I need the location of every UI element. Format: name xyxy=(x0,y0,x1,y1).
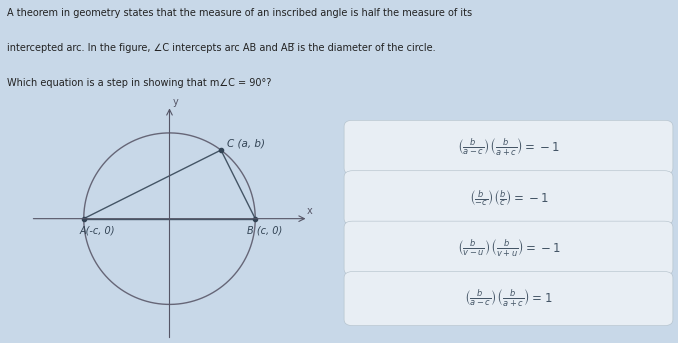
Text: C (a, b): C (a, b) xyxy=(227,139,265,149)
FancyBboxPatch shape xyxy=(344,272,673,326)
Text: intercepted arc. In the figure, ∠C intercepts arc AB and AB̅ is the diameter of : intercepted arc. In the figure, ∠C inter… xyxy=(7,43,435,53)
Text: x: x xyxy=(306,205,313,215)
FancyBboxPatch shape xyxy=(344,221,673,275)
Text: $\left(\frac{b}{a-c}\right)\left(\frac{b}{a+c}\right)=-1$: $\left(\frac{b}{a-c}\right)\left(\frac{b… xyxy=(457,137,560,158)
Text: A theorem in geometry states that the measure of an inscribed angle is half the : A theorem in geometry states that the me… xyxy=(7,8,472,18)
Text: B (c, 0): B (c, 0) xyxy=(247,225,282,235)
Text: y: y xyxy=(173,97,179,107)
Text: Which equation is a step in showing that m∠C = 90°?: Which equation is a step in showing that… xyxy=(7,78,271,88)
Text: $\left(\frac{b}{v-u}\right)\left(\frac{b}{v+u}\right)=-1$: $\left(\frac{b}{v-u}\right)\left(\frac{b… xyxy=(456,238,561,259)
Text: $\left(\frac{b}{a-c}\right)\left(\frac{b}{a+c}\right)=1$: $\left(\frac{b}{a-c}\right)\left(\frac{b… xyxy=(464,288,553,309)
FancyBboxPatch shape xyxy=(344,171,673,225)
Text: A(-c, 0): A(-c, 0) xyxy=(79,225,115,235)
Text: $\left(\frac{b}{-c}\right)\left(\frac{b}{c}\right)=-1$: $\left(\frac{b}{-c}\right)\left(\frac{b}… xyxy=(468,188,549,208)
FancyBboxPatch shape xyxy=(344,120,673,174)
